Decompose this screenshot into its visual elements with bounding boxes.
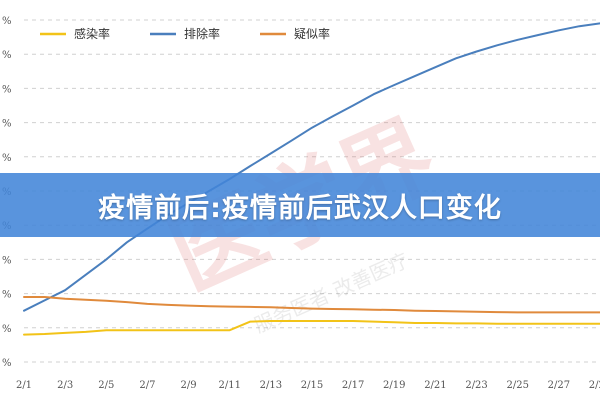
legend: 感染率 排除率 疑似率 [40,26,330,41]
x-tick-label: 2/9 [181,380,197,391]
x-tick-label: 2/23 [465,380,487,391]
y-tick-label: % [2,16,12,27]
x-tick-label: 2/29 [589,380,600,391]
y-tick-label: % [2,119,12,130]
series-line-3 [23,296,600,314]
x-tick-label: 2/15 [301,380,323,391]
x-tick-label: 2/21 [424,380,446,391]
legend-label: 疑似率 [294,26,330,41]
x-tick-label: 2/25 [506,380,528,391]
y-tick-label: % [2,50,12,61]
banner-title: 疫情前后:疫情前后武汉人口变化 [98,192,502,224]
x-tick-label: 2/17 [342,380,364,391]
y-tick-label: % [2,290,12,301]
y-tick-label: % [2,255,12,266]
x-tick-label: 2/11 [218,380,240,391]
x-tick-label: 2/5 [98,380,114,391]
x-tick-label: 2/1 [16,380,32,391]
series-layer [23,22,600,336]
y-tick-label: % [2,153,12,164]
x-tick-label: 2/13 [260,380,282,391]
legend-label: 感染率 [74,26,110,41]
y-tick-label: % [2,84,12,95]
legend-label: 排除率 [184,26,220,41]
series-line-2 [23,22,600,312]
title-banner: 疫情前后:疫情前后武汉人口变化 [0,173,600,237]
y-tick-label: % [2,358,12,369]
x-tick-label: 2/19 [383,380,405,391]
x-tick-label: 2/7 [139,380,155,391]
x-tick-label: 2/27 [548,380,570,391]
x-tick-label: 2/3 [57,380,73,391]
x-axis-ticks: 2/1 2/3 2/5 2/7 2/9 2/11 2/13 2/15 2/17 2/19 2/21 2… [16,380,600,391]
series-line-1 [23,320,600,336]
y-tick-label: % [2,324,12,335]
